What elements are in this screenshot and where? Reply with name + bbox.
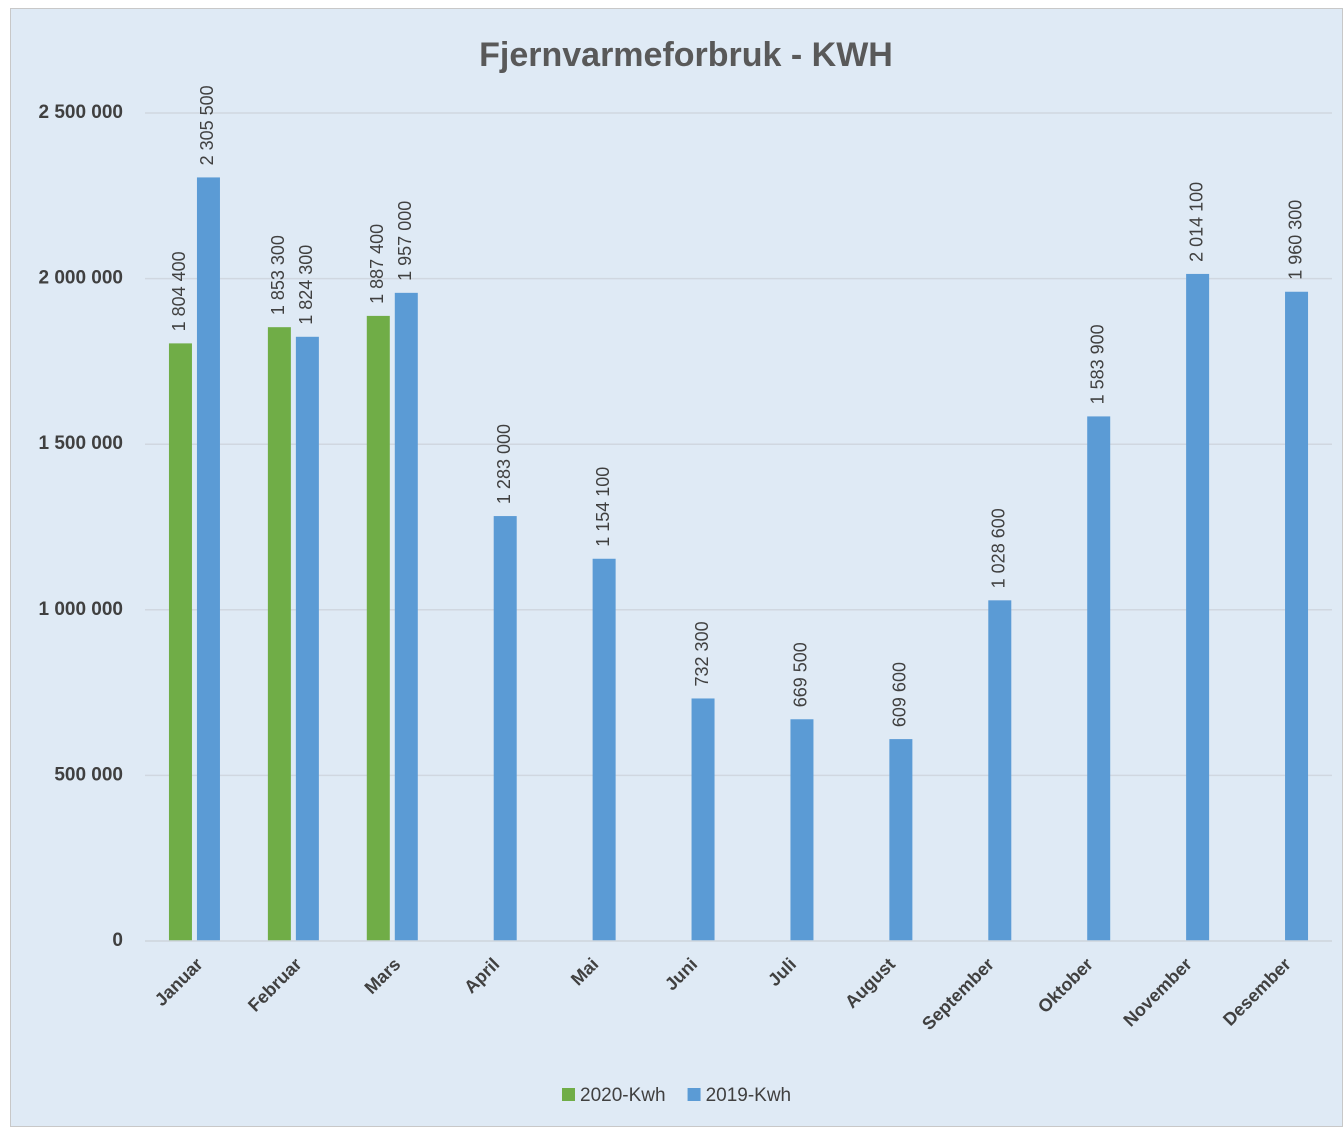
y-tick-label: 1 000 000 (38, 599, 123, 620)
bar (267, 327, 291, 942)
bar (366, 315, 390, 941)
bar (168, 343, 192, 942)
legend-swatch (687, 1088, 701, 1101)
y-tick-label: 0 (112, 930, 123, 951)
data-label: 609 600 (890, 662, 910, 727)
data-label: 1 960 300 (1285, 200, 1305, 280)
data-label: 1 283 000 (494, 424, 514, 504)
bar (493, 516, 517, 941)
bar (196, 177, 220, 941)
legend-label: 2019-Kwh (706, 1085, 792, 1106)
chart-title: Fjernvarmeforbruk - KWH (479, 36, 893, 74)
bar (592, 558, 616, 941)
y-tick-label: 2 500 000 (38, 102, 123, 123)
y-tick-label: 2 000 000 (38, 268, 123, 289)
data-label: 669 500 (791, 642, 811, 707)
bar (1186, 273, 1210, 942)
data-label: 732 300 (692, 621, 712, 686)
data-label: 1 804 400 (169, 251, 189, 331)
bar (1285, 291, 1309, 941)
bar (295, 336, 319, 941)
data-label: 1 824 300 (296, 245, 316, 325)
data-label: 1 957 000 (395, 201, 415, 281)
bar (691, 698, 715, 941)
data-label: 2 014 100 (1186, 182, 1206, 262)
data-label: 1 154 100 (593, 467, 613, 547)
bar (988, 600, 1012, 941)
data-label: 1 853 300 (268, 235, 288, 315)
y-tick-label: 1 500 000 (38, 433, 123, 454)
data-label: 1 583 900 (1087, 324, 1107, 404)
bar (790, 719, 814, 941)
bar (889, 739, 913, 941)
data-label: 1 887 400 (367, 224, 387, 304)
bar (394, 292, 418, 941)
legend-label: 2020-Kwh (580, 1085, 666, 1106)
data-label: 2 305 500 (197, 85, 217, 165)
y-tick-label: 500 000 (54, 764, 123, 785)
legend-swatch (562, 1088, 575, 1101)
data-label: 1 028 600 (989, 508, 1009, 588)
bar (1087, 416, 1111, 941)
chart-background (10, 8, 1343, 1127)
